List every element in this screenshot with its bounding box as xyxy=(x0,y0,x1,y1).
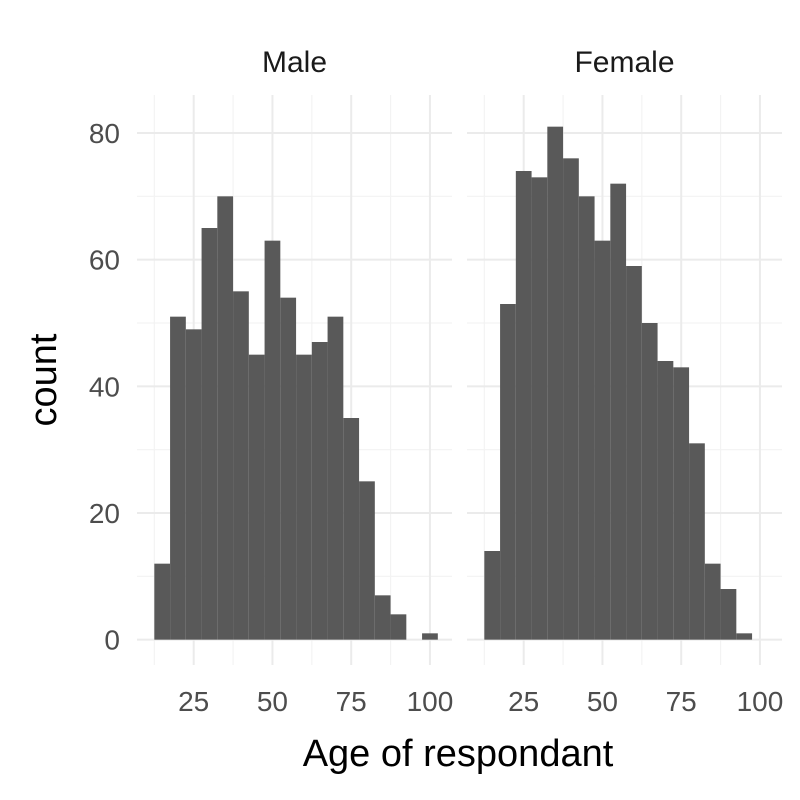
histogram-bar xyxy=(484,551,501,640)
histogram-bar xyxy=(390,614,407,640)
x-tick-label: 100 xyxy=(737,686,784,717)
histogram-bar xyxy=(233,291,249,640)
histogram-bar xyxy=(170,316,186,640)
histogram-bar xyxy=(547,126,564,640)
histogram-bar xyxy=(578,196,595,640)
y-axis-title: count xyxy=(23,333,65,426)
y-tick-label: 60 xyxy=(89,245,120,276)
histogram-bar xyxy=(248,354,265,640)
histogram-bar xyxy=(185,329,202,640)
histogram-bar xyxy=(280,297,297,640)
histogram-bar xyxy=(154,563,171,640)
histogram-bar xyxy=(422,633,438,640)
facet-panel-male: 25 50 75 100 Male xyxy=(137,46,453,717)
histogram-bar xyxy=(359,481,375,640)
histogram-bar xyxy=(641,323,658,640)
x-tick-label: 50 xyxy=(587,686,618,717)
histogram-bar xyxy=(311,342,328,640)
facet-strip-label: Male xyxy=(262,46,327,79)
x-tick-label: 50 xyxy=(257,686,288,717)
facet-strip-label: Female xyxy=(574,46,674,79)
histogram-bar xyxy=(531,177,548,640)
y-tick-label: 20 xyxy=(89,498,120,529)
histogram-bar xyxy=(704,563,721,640)
histogram-bar xyxy=(736,633,753,640)
histogram-bar xyxy=(673,367,690,640)
y-tick-label: 40 xyxy=(89,371,120,402)
histogram-bar xyxy=(201,228,218,640)
facet-panels: 25 50 75 100 Male 25 50 75 100 Female xyxy=(137,46,783,717)
histogram-bar xyxy=(594,240,611,640)
x-tick-label: 75 xyxy=(336,686,367,717)
histogram-bar xyxy=(720,589,737,640)
histogram-bar xyxy=(626,266,642,640)
x-tick-label: 25 xyxy=(508,686,539,717)
histogram-bar xyxy=(296,354,312,640)
histogram-bar xyxy=(217,196,234,640)
histogram-bar xyxy=(500,304,516,640)
histogram-bar xyxy=(515,171,532,640)
x-tick-label: 75 xyxy=(666,686,697,717)
histogram-bar xyxy=(657,361,674,640)
histogram-bar xyxy=(374,595,391,640)
x-axis-title: Age of respondant xyxy=(303,733,614,775)
histogram-bar xyxy=(563,158,579,640)
histogram-bar xyxy=(264,240,281,640)
histogram-bar xyxy=(610,183,627,640)
x-tick-label: 25 xyxy=(178,686,209,717)
y-axis-ticks: 0 20 40 60 80 xyxy=(89,118,120,656)
y-tick-label: 0 xyxy=(104,625,120,656)
y-tick-label: 80 xyxy=(89,118,120,149)
histogram-bar xyxy=(689,443,705,640)
histogram-bar xyxy=(343,418,360,640)
histogram-bar xyxy=(327,316,344,640)
facet-panel-female: 25 50 75 100 Female xyxy=(467,46,783,717)
x-tick-label: 100 xyxy=(407,686,454,717)
